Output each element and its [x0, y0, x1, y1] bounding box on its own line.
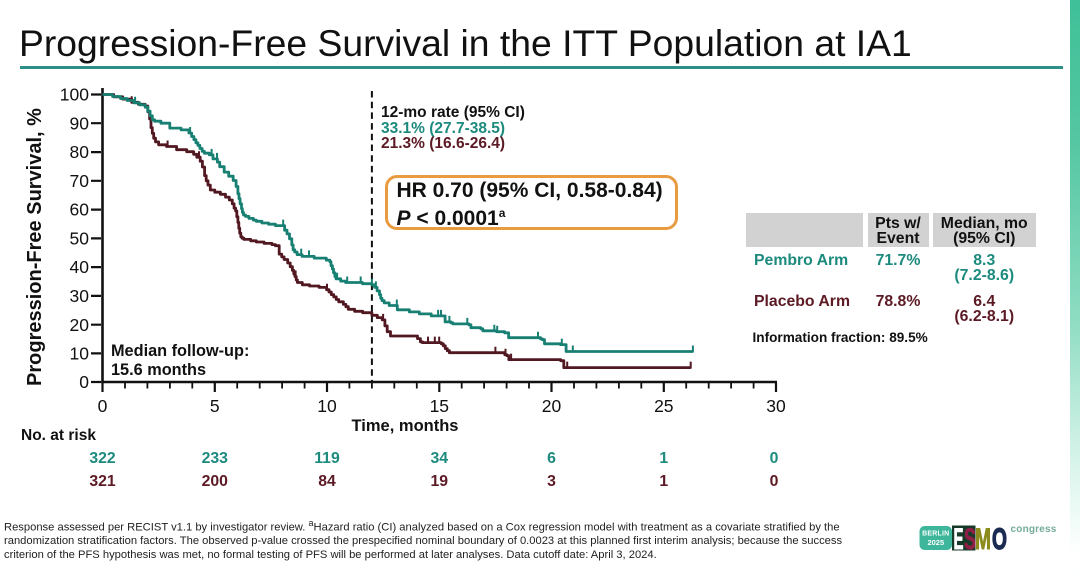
svg-text:100: 100 [60, 85, 89, 105]
svg-text:congress: congress [1011, 524, 1057, 535]
svg-text:80: 80 [70, 142, 90, 162]
svg-text:60: 60 [70, 200, 90, 220]
svg-text:O: O [992, 523, 1007, 556]
svg-text:10: 10 [70, 344, 90, 364]
svg-text:30: 30 [70, 286, 90, 306]
svg-text:70: 70 [70, 171, 90, 191]
svg-text:M: M [975, 523, 991, 556]
svg-text:E: E [954, 524, 964, 557]
svg-text:BERLIN: BERLIN [922, 531, 949, 538]
svg-text:20: 20 [70, 315, 90, 335]
svg-text:50: 50 [70, 228, 90, 248]
svg-text:2025: 2025 [927, 538, 944, 547]
svg-text:Progression-Free Survival, %: Progression-Free Survival, % [24, 108, 46, 386]
svg-text:40: 40 [70, 257, 90, 277]
svg-text:0: 0 [79, 372, 89, 392]
svg-text:S: S [964, 524, 976, 557]
svg-text:90: 90 [70, 113, 90, 133]
